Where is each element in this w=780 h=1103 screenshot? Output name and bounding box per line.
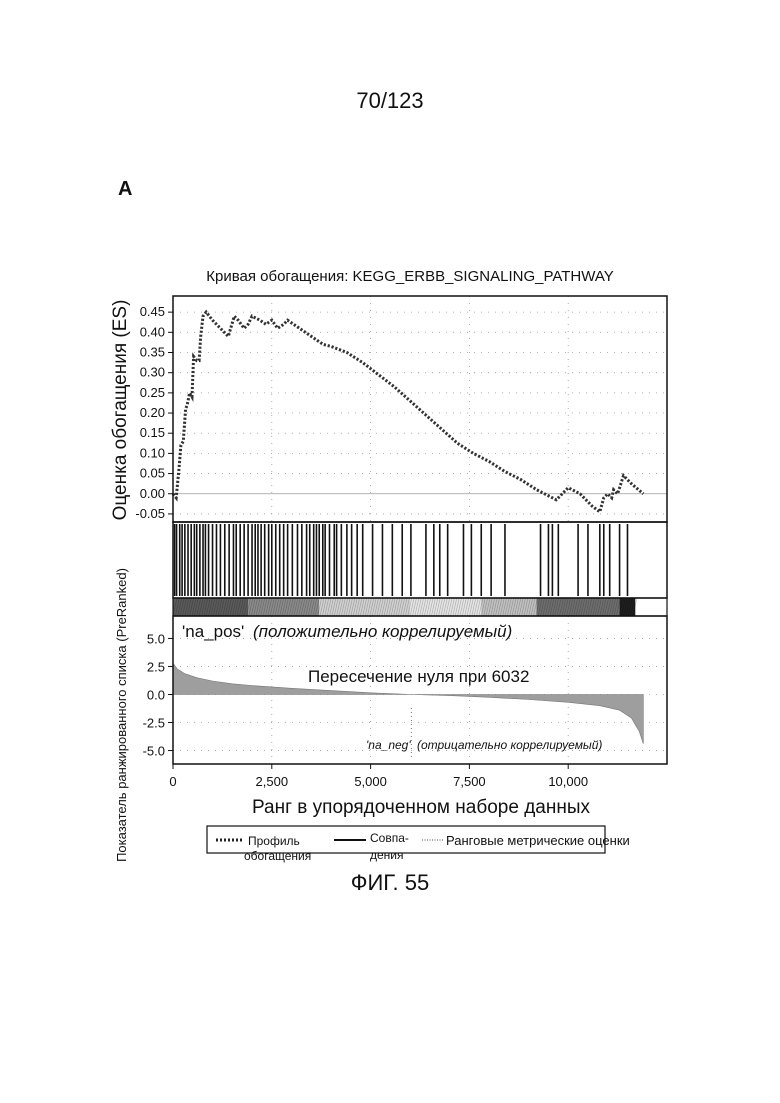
metric-tick-label: -2.5	[143, 716, 165, 731]
es-axis-ticks: 0.45 0.40 0.35 0.30 0.25 0.20 0.15 0.10 0.05 0.00…	[135, 304, 173, 521]
metric-axis-ticks: 5.0 2.5 0.0 -2.5 -5.0	[143, 631, 173, 758]
y-axis-label-metric: Показатель ранжированного списка (PreRan…	[114, 568, 129, 862]
x-axis-ticks: 0 2,500 5,000 7,500 10,000	[169, 764, 588, 789]
annotation-na-pos-quote: 'na_pos'	[182, 622, 244, 641]
legend-label-hits-2: дения	[370, 848, 404, 862]
metric-tick-label: 5.0	[147, 631, 165, 646]
legend: Профиль обогащения Совпа- дения Ранговые…	[207, 826, 630, 863]
annotation-zero-cross: Пересечение нуля при 6032	[308, 667, 529, 686]
y-axis-label-es: Оценка обогащения (ES)	[110, 300, 131, 521]
chart-title: Кривая обогащения: KEGG_ERBB_SIGNALING_P…	[206, 268, 613, 285]
annotation-na-neg-quote: 'na_neg'	[366, 738, 411, 752]
es-tick-label: 0.05	[140, 466, 165, 481]
es-tick-label: 0.25	[140, 385, 165, 400]
x-tick-label: 10,000	[548, 774, 588, 789]
hit-ticks	[175, 524, 628, 596]
annotation-na-neg-text: (отрицательно коррелируемый)	[417, 738, 602, 752]
es-tick-label: 0.30	[140, 365, 165, 380]
metric-tick-label: 2.5	[147, 659, 165, 674]
enrichment-profile-line	[173, 312, 643, 512]
legend-label-metric: Ранговые метрические оценки	[446, 833, 630, 848]
x-tick-label: 5,000	[354, 774, 387, 789]
legend-label-enrichment-2: обогащения	[244, 849, 311, 863]
x-tick-label: 2,500	[256, 774, 289, 789]
es-tick-label: 0.45	[140, 304, 165, 319]
x-axis-label: Ранг в упорядоченном наборе данных	[252, 797, 590, 818]
heat-bar-segment	[635, 598, 667, 616]
es-tick-label: 0.00	[140, 486, 165, 501]
legend-label-hits-1: Совпа-	[370, 831, 409, 845]
metric-tick-label: 0.0	[147, 687, 165, 702]
x-tick-label: 0	[169, 774, 176, 789]
annotation-na-pos-text: (положительно коррелируемый)	[253, 622, 512, 641]
figure-caption: ФИГ. 55	[0, 870, 780, 896]
es-tick-label: -0.05	[135, 506, 165, 521]
annotation-na-pos: 'na_pos' (положительно коррелируемый)	[182, 622, 512, 641]
x-tick-label: 7,500	[453, 774, 486, 789]
metric-tick-label: -5.0	[143, 744, 165, 759]
enrichment-curve	[173, 312, 643, 512]
legend-label-enrichment-1: Профиль	[248, 834, 300, 848]
es-tick-label: 0.35	[140, 345, 165, 360]
es-tick-label: 0.15	[140, 425, 165, 440]
rank-heat-bar	[173, 598, 667, 616]
annotation-na-neg: 'na_neg' (отрицательно коррелируемый)	[366, 738, 602, 752]
plot-frame-hits	[173, 522, 667, 598]
es-tick-label: 0.10	[140, 445, 165, 460]
es-tick-label: 0.20	[140, 405, 165, 420]
es-tick-label: 0.40	[140, 324, 165, 339]
